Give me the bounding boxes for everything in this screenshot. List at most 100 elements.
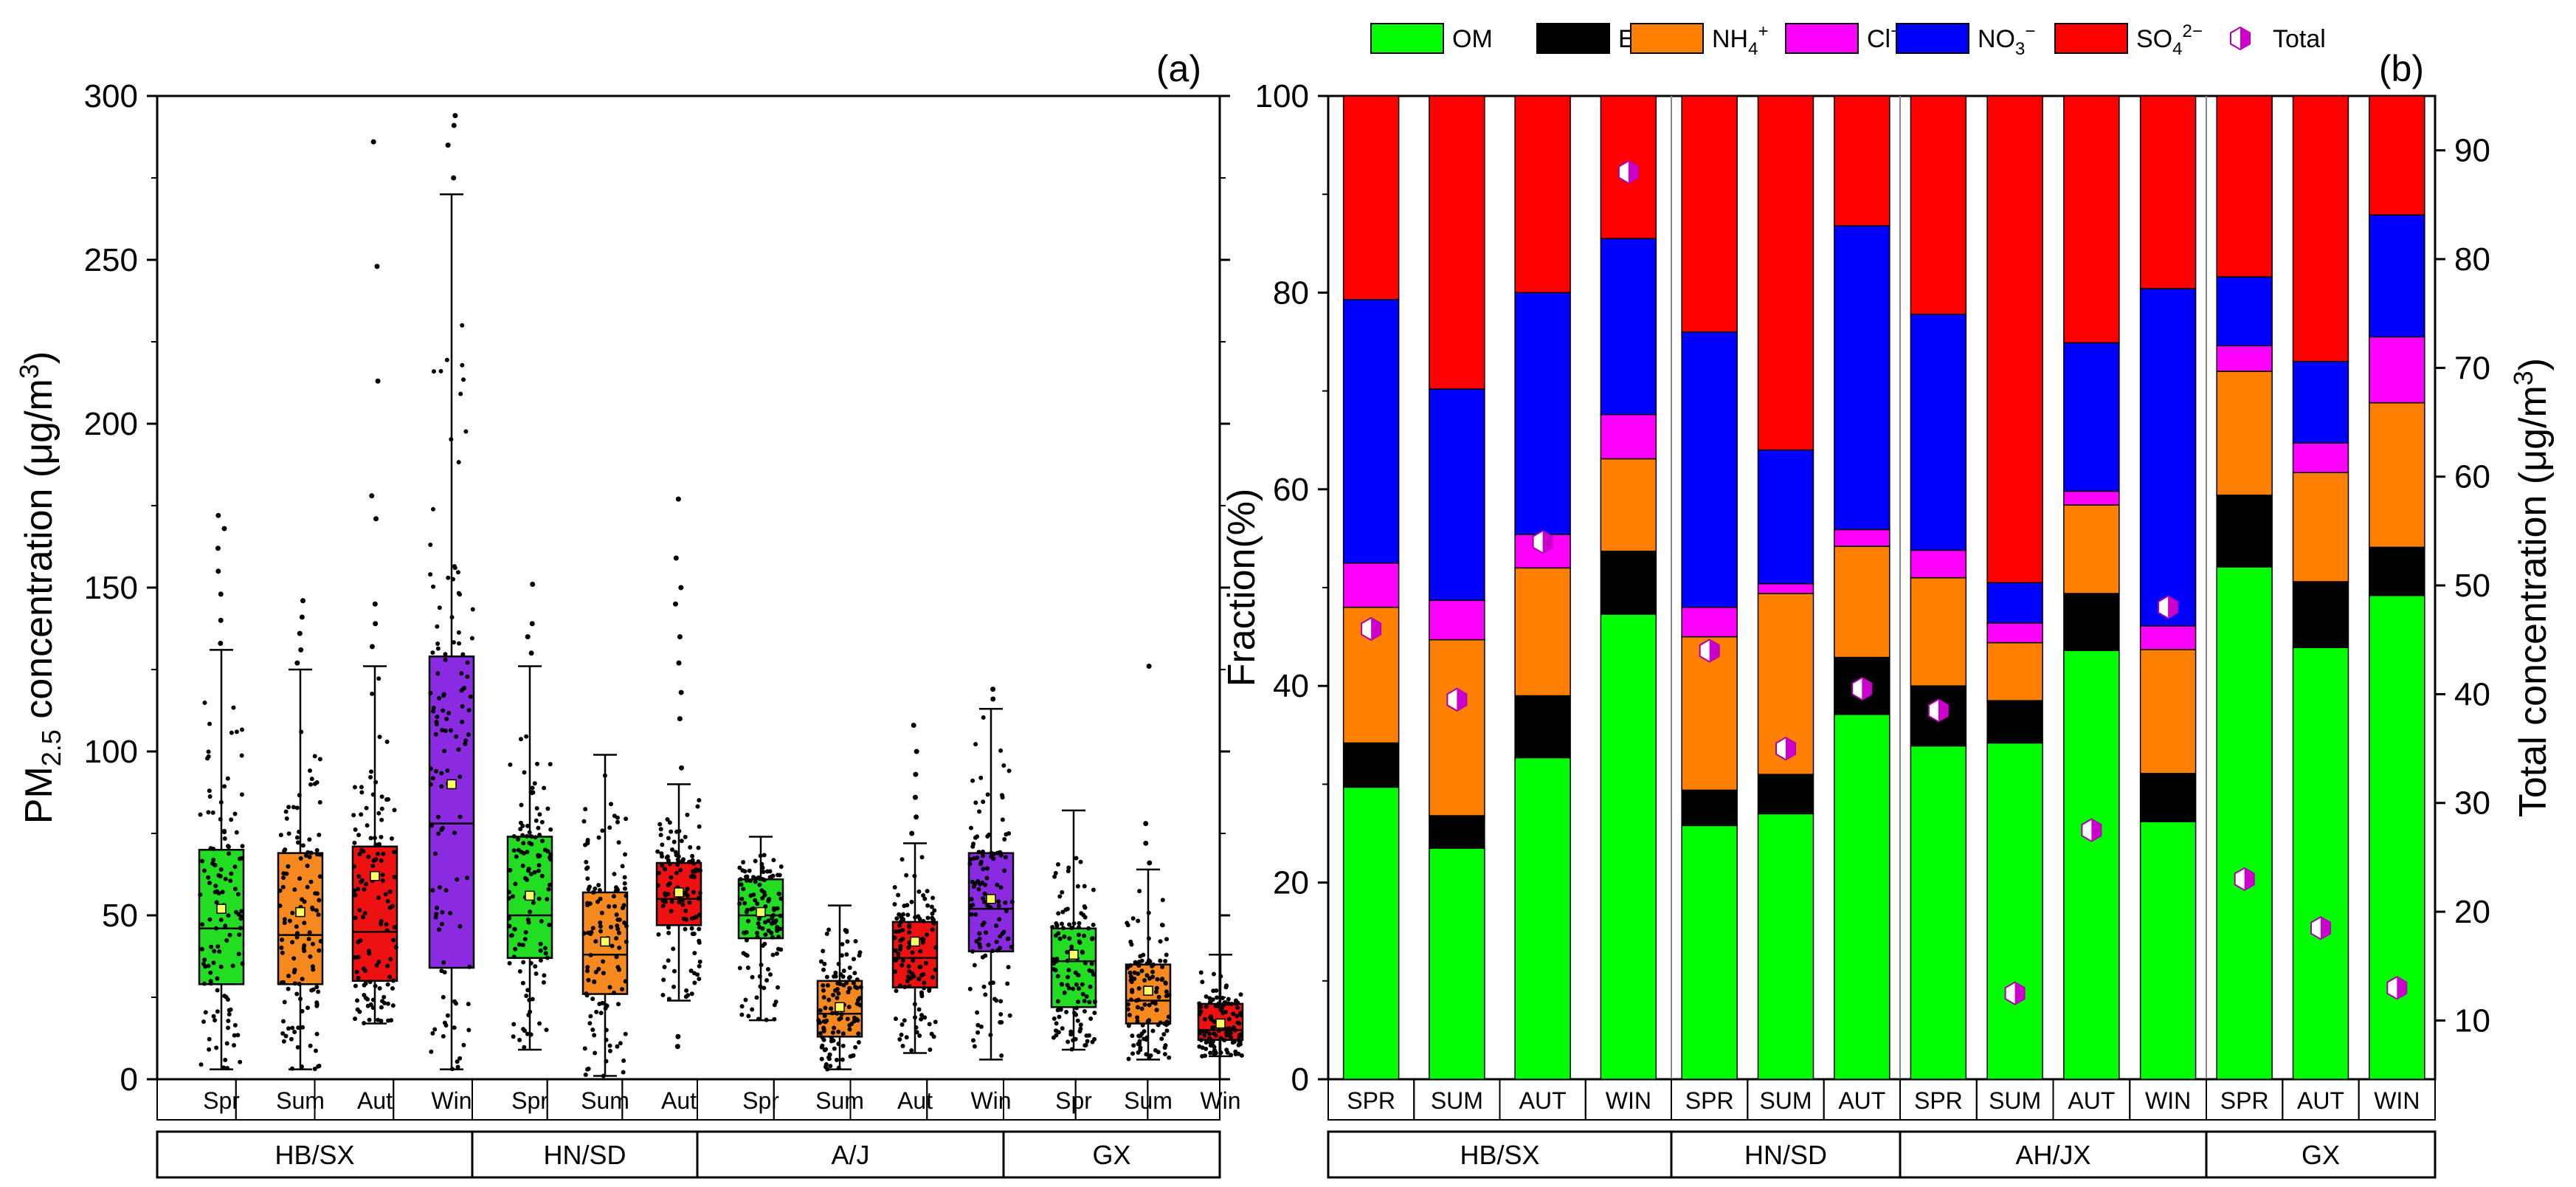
sample-point xyxy=(829,1039,834,1044)
sample-point xyxy=(448,728,453,733)
segment-SO4 xyxy=(2063,95,2120,344)
sample-point xyxy=(218,816,223,822)
sample-point xyxy=(930,919,936,924)
outlier-point xyxy=(672,601,678,607)
sample-point xyxy=(547,882,552,887)
sample-point xyxy=(834,1057,839,1062)
outlier-point xyxy=(676,660,682,666)
sample-point xyxy=(598,929,604,934)
outlier-point xyxy=(914,814,919,820)
sample-point xyxy=(987,832,992,837)
sample-point xyxy=(379,1018,384,1023)
sample-point xyxy=(302,899,307,904)
sample-point xyxy=(778,926,783,932)
sample-point xyxy=(1055,861,1060,867)
sample-point xyxy=(689,991,694,997)
sample-point xyxy=(930,974,936,980)
sample-point xyxy=(1006,830,1012,836)
sample-point xyxy=(1057,936,1063,941)
sample-point xyxy=(742,901,747,906)
sample-point xyxy=(1074,1005,1080,1011)
sample-point xyxy=(357,907,362,912)
box-A/J-Aut xyxy=(891,722,939,1054)
sample-point xyxy=(431,709,436,714)
sample-point xyxy=(463,429,469,434)
sample-point xyxy=(307,837,312,842)
sample-point xyxy=(846,990,851,995)
sample-point xyxy=(431,506,436,512)
sample-point xyxy=(435,646,441,651)
sample-point xyxy=(1125,966,1130,971)
sample-point xyxy=(1158,958,1163,963)
sample-point xyxy=(988,1032,993,1037)
sample-point xyxy=(683,834,688,839)
sample-point xyxy=(441,1033,446,1039)
sample-point xyxy=(308,1043,313,1048)
sample-point xyxy=(841,983,846,988)
sample-point xyxy=(199,946,204,952)
sample-point xyxy=(202,957,207,963)
category-label-b: AUT xyxy=(1838,1087,1885,1114)
sample-point xyxy=(207,788,212,794)
sample-point xyxy=(981,867,986,872)
total-marker xyxy=(2386,976,2408,1000)
outlier-point xyxy=(451,123,457,128)
sample-point xyxy=(1238,1011,1243,1016)
sample-point xyxy=(770,952,776,957)
total-marker-fill xyxy=(2397,977,2407,1000)
sample-point xyxy=(520,823,525,828)
box-HB/SX-Spr xyxy=(198,512,245,1071)
sample-point xyxy=(1158,939,1163,944)
sample-point xyxy=(1164,1028,1170,1033)
total-marker xyxy=(2310,916,2331,940)
sample-point xyxy=(620,987,625,992)
sample-point xyxy=(390,1003,396,1008)
group-label-b: HN/SD xyxy=(1744,1140,1827,1170)
sample-point xyxy=(821,967,826,972)
sample-point xyxy=(312,754,317,759)
mean-marker xyxy=(674,887,684,898)
sample-point xyxy=(457,1056,463,1061)
segment-Cl xyxy=(1600,413,1657,460)
sample-point xyxy=(428,572,433,577)
sample-point xyxy=(896,892,901,898)
sample-point xyxy=(615,819,620,825)
sample-point xyxy=(520,980,525,985)
sample-point xyxy=(772,907,777,912)
sample-point xyxy=(697,977,702,982)
sample-point xyxy=(858,985,863,990)
sample-point xyxy=(538,957,543,963)
sample-point xyxy=(585,876,590,881)
outlier-point xyxy=(218,640,224,646)
sample-point xyxy=(1130,1033,1135,1039)
sample-point xyxy=(507,960,512,966)
outlier-point xyxy=(911,722,916,728)
sample-point xyxy=(548,852,553,857)
box-HN/SD-Sum xyxy=(581,754,629,1078)
sample-point xyxy=(847,1027,852,1032)
sample-point xyxy=(451,640,456,645)
sample-point xyxy=(451,577,456,582)
sample-point xyxy=(921,918,926,923)
sample-point xyxy=(215,976,220,981)
sample-point xyxy=(896,952,901,957)
sample-point xyxy=(439,828,444,833)
sample-point xyxy=(758,853,763,859)
outlier-point xyxy=(914,749,919,754)
sample-point xyxy=(692,915,697,921)
y-tick-label-a: 250 xyxy=(84,242,138,278)
sample-point xyxy=(1082,998,1087,1003)
sample-point xyxy=(925,915,930,921)
sample-point xyxy=(310,905,315,910)
sample-point xyxy=(623,1031,628,1036)
sample-point xyxy=(533,835,538,840)
sample-point xyxy=(739,1012,745,1017)
sample-point xyxy=(1200,1053,1205,1059)
sample-point xyxy=(1090,936,1095,941)
sample-point xyxy=(825,983,830,988)
sample-point xyxy=(363,995,368,1000)
sample-point xyxy=(1002,836,1007,842)
sample-point xyxy=(737,901,742,906)
sample-point xyxy=(461,1042,466,1047)
sample-point xyxy=(1136,918,1141,923)
